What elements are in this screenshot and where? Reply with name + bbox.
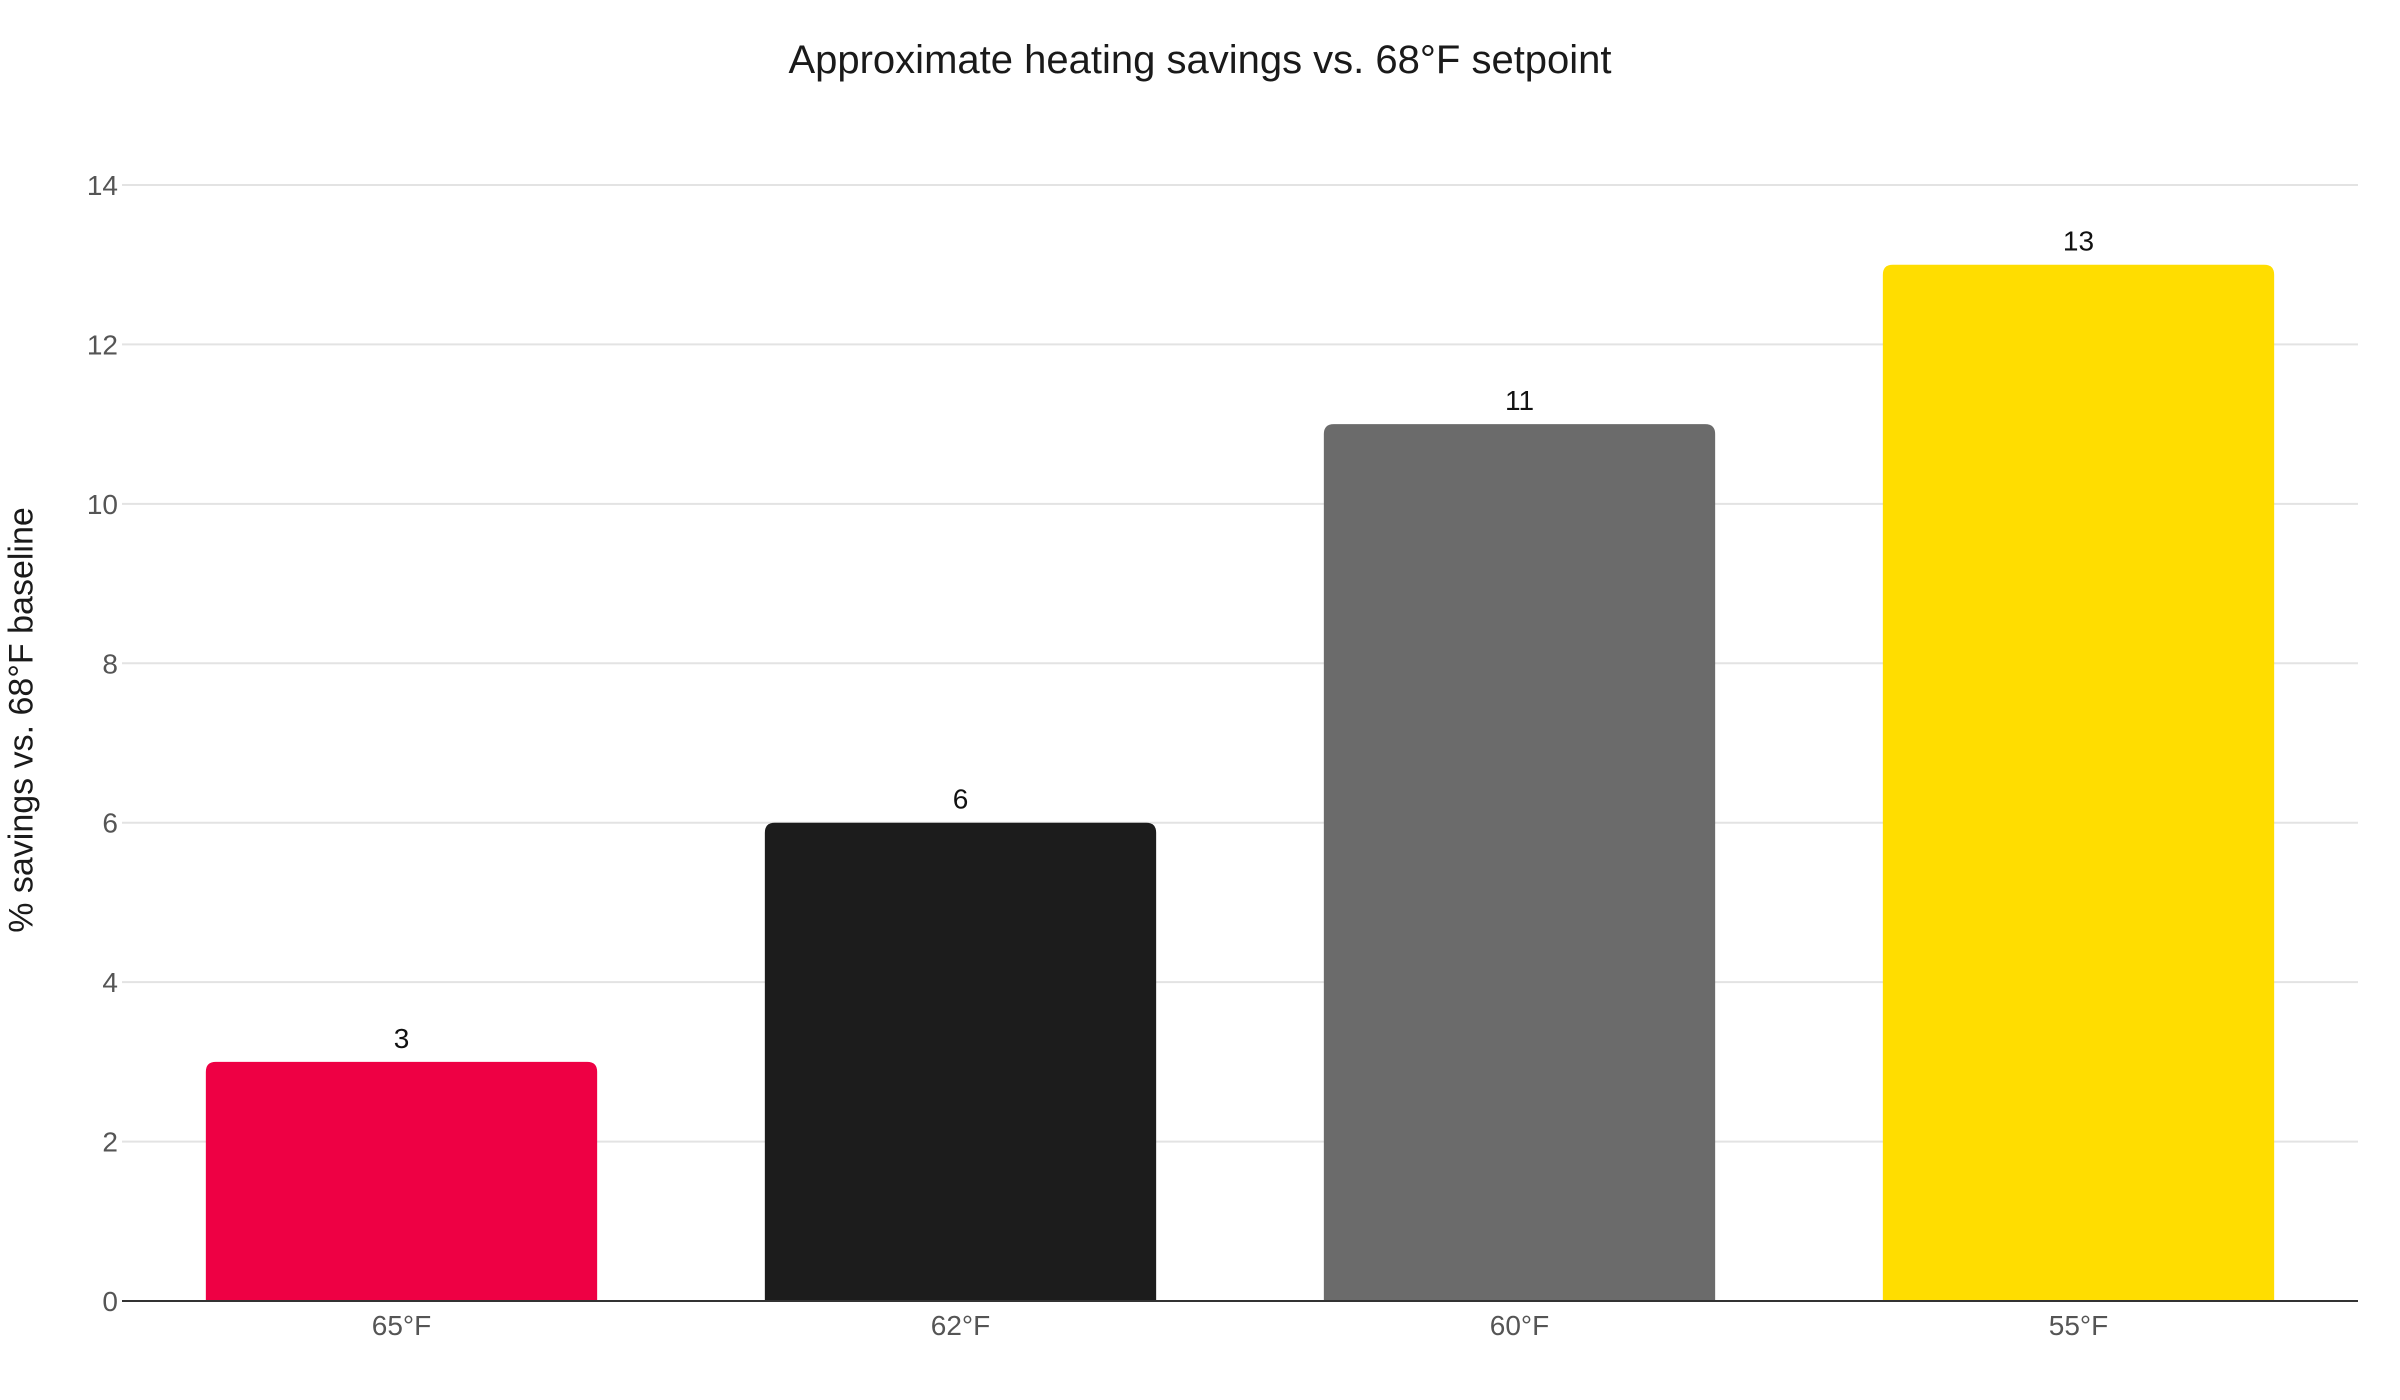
x-tick-label: 65°F xyxy=(372,1310,431,1341)
y-tick-label: 8 xyxy=(102,648,118,679)
x-tick-label: 55°F xyxy=(2049,1310,2108,1341)
data-label: 6 xyxy=(953,784,969,815)
x-tick-label: 60°F xyxy=(1490,1310,1549,1341)
y-tick-label: 2 xyxy=(102,1127,118,1158)
y-tick-label: 10 xyxy=(87,489,118,520)
bar xyxy=(764,822,1157,1301)
y-tick-label: 6 xyxy=(102,808,118,839)
y-tick-label: 12 xyxy=(87,329,118,360)
data-label: 11 xyxy=(1505,385,1534,416)
bar xyxy=(1323,424,1716,1302)
y-tick-label: 14 xyxy=(87,170,118,201)
bar xyxy=(205,1061,598,1301)
data-label: 3 xyxy=(394,1023,410,1054)
bar xyxy=(1882,264,2275,1301)
x-tick-label: 62°F xyxy=(931,1310,990,1341)
chart-title: Approximate heating savings vs. 68°F set… xyxy=(788,38,1612,82)
data-label: 13 xyxy=(2063,226,2094,257)
y-tick-label: 0 xyxy=(102,1286,118,1317)
y-tick-label: 4 xyxy=(102,967,118,998)
